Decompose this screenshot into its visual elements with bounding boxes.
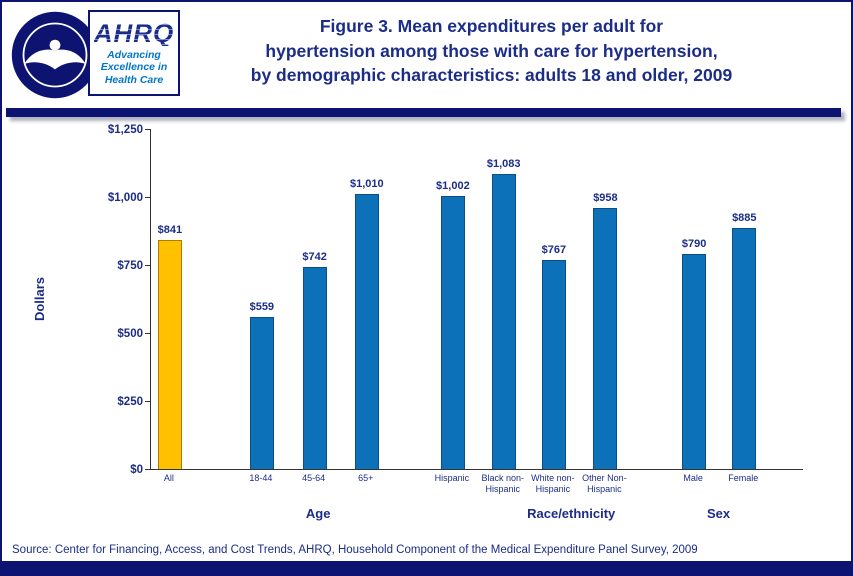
- y-tick-mark: [145, 265, 151, 266]
- ahrq-tagline-line1: Advancing: [107, 49, 161, 62]
- bar-value-label-black-non-hispanic: $1,083: [486, 158, 521, 171]
- y-axis-title: Dollars: [32, 276, 47, 322]
- y-tick-mark: [145, 129, 151, 130]
- ahrq-tagline-line2: Excellence in: [100, 61, 168, 74]
- group-label-race-ethnicity: Race/ethnicity: [527, 506, 616, 521]
- x-category-label-45-64: 45-64: [302, 473, 326, 483]
- x-category-label-hispanic: Hispanic: [434, 473, 470, 483]
- x-axis-labels: All 18-44 45-64 65+ Hispanic Black non-Hispan…: [150, 473, 802, 501]
- bar-value-label-all: $841: [157, 224, 183, 237]
- source-note: Source: Center for Financing, Access, an…: [12, 544, 698, 556]
- bar-value-label-65: $1,010: [349, 178, 384, 191]
- group-label-sex: Sex: [706, 506, 731, 521]
- y-tick-label: $750: [117, 260, 143, 272]
- bar-45-64: [302, 267, 327, 469]
- bar-value-label-18-44: $559: [249, 300, 275, 313]
- bar-other-non-hispanic: [593, 208, 618, 469]
- bar-value-label-female: $885: [732, 212, 757, 225]
- y-tick-label: $500: [117, 328, 143, 340]
- y-tick-mark: [145, 197, 151, 198]
- footer-bar: [2, 561, 851, 574]
- bar-hispanic: [440, 196, 465, 469]
- group-label-age: Age: [305, 506, 331, 521]
- logo-group: AHRQ Advancing Excellence in Health Care: [10, 10, 180, 100]
- y-tick-label: $1,000: [107, 192, 143, 204]
- y-tick-label: $0: [130, 464, 143, 476]
- bar-value-label-male: $790: [681, 238, 707, 251]
- bar-white-non-hispanic: [541, 260, 566, 469]
- x-category-label-other-non-hispanic: Other Non-Hispanic: [582, 473, 627, 495]
- y-tick-label: $1,250: [107, 124, 143, 136]
- x-category-label-all: All: [163, 473, 174, 483]
- bar-female: [732, 228, 757, 469]
- bar-all: [157, 240, 182, 469]
- x-category-label-black-non-hispanic: Black non-Hispanic: [481, 473, 524, 495]
- figure-title-line2: hypertension among those with care for h…: [265, 40, 718, 61]
- bar-male: [682, 254, 707, 469]
- bar-65: [354, 194, 379, 469]
- x-category-label-18-44: 18-44: [249, 473, 273, 483]
- y-tick-label: $250: [117, 396, 143, 408]
- figure-title-line1: Figure 3. Mean expenditures per adult fo…: [319, 16, 664, 36]
- y-tick-mark: [145, 469, 151, 470]
- ahrq-logo-text: AHRQ: [93, 18, 175, 49]
- y-tick-mark: [145, 401, 151, 402]
- x-category-label-65: 65+: [358, 473, 374, 483]
- x-group-labels: Age Race/ethnicity Sex: [150, 506, 802, 526]
- hhs-seal-icon: [11, 11, 99, 99]
- bar-value-label-hispanic: $1,002: [436, 180, 470, 193]
- x-category-label-female: Female: [728, 473, 759, 483]
- bar-value-label-other-non-hispanic: $958: [593, 192, 618, 205]
- bar-black-non-hispanic: [491, 174, 516, 469]
- figure-title: Figure 3. Mean expenditures per adult fo…: [167, 14, 816, 88]
- bar-value-label-45-64: $742: [302, 251, 327, 264]
- x-category-label-white-non-hispanic: White non-Hispanic: [531, 473, 575, 495]
- ahrq-tagline-line3: Health Care: [104, 73, 164, 86]
- header-divider: [6, 108, 841, 117]
- ahrq-tagline: Advancing Excellence in Health Care: [101, 49, 168, 85]
- y-tick-mark: [145, 333, 151, 334]
- figure-title-line3: by demographic characteristics: adults 1…: [250, 65, 733, 85]
- bar-18-44: [249, 316, 274, 469]
- x-category-label-male: Male: [683, 473, 703, 483]
- ahrq-logo: AHRQ Advancing Excellence in Health Care: [88, 10, 180, 96]
- plot-area: $0 $250 $500 $750 $1,000 $1,250 $841 $559 $742 $1…: [108, 124, 803, 476]
- bar-value-label-white-non-hispanic: $767: [541, 244, 567, 257]
